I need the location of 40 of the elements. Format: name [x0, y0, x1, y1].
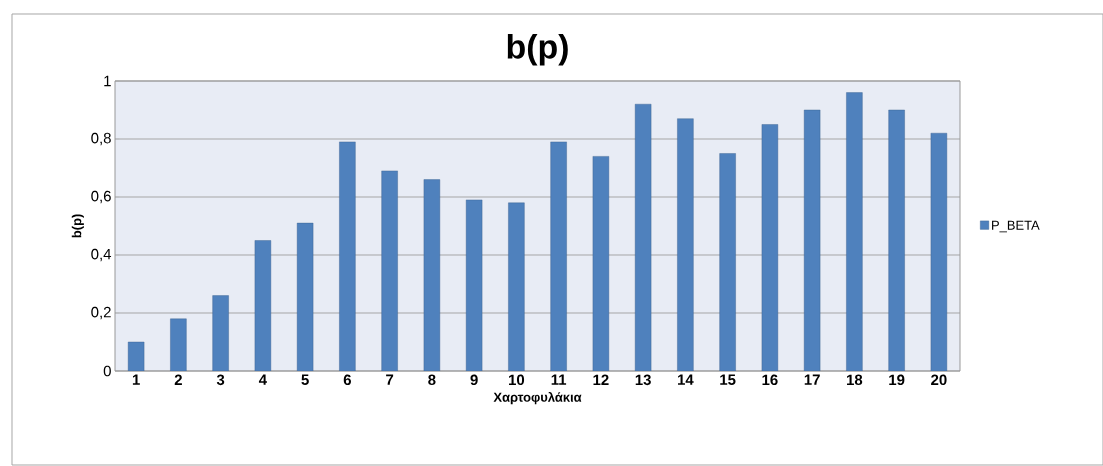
y-tick-label: 0 — [103, 365, 111, 377]
y-tick-label: 1 — [104, 75, 111, 87]
x-tick-label: 15 — [720, 374, 736, 385]
y-tick-label: 0,2 — [91, 306, 111, 320]
bar — [508, 202, 525, 371]
bar — [888, 109, 905, 371]
x-tick-label: 5 — [301, 374, 309, 385]
x-tick-label: 11 — [551, 374, 567, 385]
x-tick-label: 9 — [470, 374, 478, 386]
y-tick-label: 0,4 — [91, 248, 112, 262]
x-tick-label: 20 — [931, 374, 947, 386]
bar — [846, 92, 863, 371]
x-tick-label: 17 — [804, 374, 820, 385]
x-tick-label: 8 — [428, 374, 436, 386]
x-axis-title: Χαρτοφυλάκια — [493, 391, 582, 405]
y-tick-label: 0,8 — [91, 132, 111, 146]
x-tick-label: 18 — [847, 374, 863, 386]
x-tick-label: 7 — [386, 374, 394, 385]
bar — [550, 141, 567, 371]
bar — [677, 118, 694, 371]
x-tick-label: 2 — [174, 374, 182, 385]
y-tick-label: 0,6 — [91, 190, 111, 204]
chart-title: b(p) — [507, 33, 568, 66]
x-tick-label: 6 — [343, 374, 351, 386]
x-tick-label: 13 — [635, 374, 651, 386]
x-tick-label: 4 — [258, 374, 267, 385]
bar — [381, 170, 398, 371]
legend-label: P_BETA — [992, 220, 1040, 233]
bar — [339, 141, 356, 371]
x-tick-label: 14 — [678, 374, 694, 385]
x-tick-label: 3 — [216, 374, 225, 386]
x-tick-label: 12 — [593, 374, 609, 385]
bar — [212, 295, 229, 371]
y-axis-title: b(p) — [71, 214, 84, 238]
x-tick-label: 19 — [889, 374, 905, 386]
x-tick-label: 16 — [762, 374, 778, 386]
x-tick-label: 1 — [132, 374, 140, 385]
bar — [170, 318, 187, 371]
bar — [719, 153, 736, 371]
x-tick-label: 10 — [509, 374, 525, 386]
